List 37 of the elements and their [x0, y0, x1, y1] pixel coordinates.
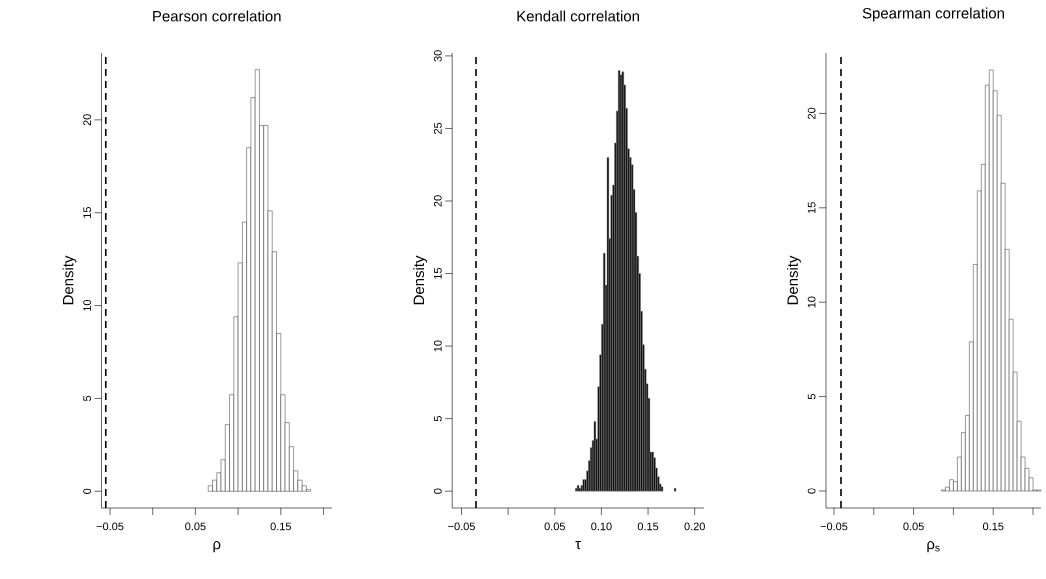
- chart-title: Spearman correlation: [862, 7, 1004, 22]
- x-axis-title: ρ: [213, 541, 221, 553]
- y-tick-label: 15: [83, 207, 91, 218]
- x-axis-title: ρ$_{s}$: [927, 541, 940, 553]
- chart-title: Kendall correlation: [517, 10, 639, 22]
- x-tick-label: 0.20: [684, 522, 705, 531]
- x-tick-label: −0.05: [448, 522, 475, 531]
- y-tick-label: 20: [83, 114, 91, 126]
- x-tick-label: 0.15: [982, 522, 1004, 531]
- y-tick-label: 15: [807, 202, 816, 214]
- x-tick-label: 0.15: [270, 522, 291, 531]
- y-tick-label: 20: [807, 107, 816, 119]
- y-tick-label: 20: [433, 195, 442, 207]
- y-tick-label: 30: [433, 50, 442, 62]
- x-tick-label: 0.05: [544, 522, 565, 531]
- x-tick-label: 0.15: [637, 522, 659, 531]
- x-axis-title: τ: [575, 541, 581, 550]
- y-tick-label: 15: [434, 267, 442, 279]
- x-tick-label: 0.05: [185, 522, 206, 531]
- y-axis-title: Density: [786, 255, 801, 305]
- y-axis-title: Density: [413, 255, 428, 305]
- x-tick-label: 0.10: [591, 522, 612, 531]
- y-tick-label: 5: [434, 416, 442, 422]
- y-tick-label: 5: [807, 394, 816, 400]
- y-tick-label: 0: [433, 488, 442, 494]
- y-axis-title: Density: [62, 255, 77, 305]
- y-tick-label: 10: [807, 296, 816, 308]
- y-tick-label: 10: [83, 299, 91, 311]
- x-tick-label: −0.05: [820, 522, 848, 531]
- chart-title: Pearson correlation: [153, 10, 281, 22]
- x-tick-label: −0.05: [96, 522, 124, 531]
- y-tick-label: 0: [807, 488, 816, 494]
- y-tick-label: 25: [433, 122, 442, 134]
- y-tick-label: 0: [83, 488, 91, 494]
- x-tick-label: 0.05: [903, 522, 924, 531]
- y-tick-label: 10: [433, 340, 442, 352]
- y-tick-label: 5: [83, 395, 91, 402]
